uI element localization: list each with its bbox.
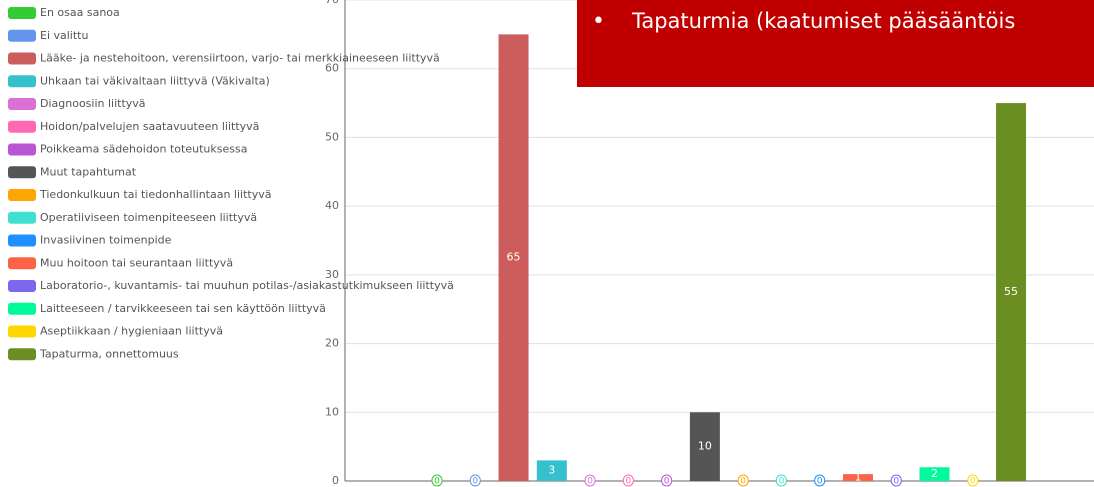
legend-label: Aseptiikkaan / hygieniaan liittyvä bbox=[40, 325, 223, 338]
annotation-text: Tapaturmia (kaatumiset pääsääntöis bbox=[631, 9, 1015, 33]
legend-label: Invasiivinen toimenpide bbox=[40, 234, 172, 247]
y-tick-label: 10 bbox=[325, 405, 339, 418]
legend-swatch bbox=[8, 75, 36, 88]
data-label: 0 bbox=[740, 477, 746, 487]
legend-label: Muut tapahtumat bbox=[40, 165, 137, 178]
legend-label: Poikkeama sädehoidon toteutuksessa bbox=[40, 143, 247, 156]
y-tick-label: 50 bbox=[325, 130, 339, 143]
data-label: 0 bbox=[817, 477, 823, 487]
legend-label: Lääke- ja nestehoitoon, verensiirtoon, v… bbox=[40, 52, 440, 65]
legend-label: Laitteeseen / tarvikkeeseen tai sen käyt… bbox=[40, 302, 326, 315]
legend-swatch bbox=[8, 348, 36, 361]
data-label: 0 bbox=[664, 477, 670, 487]
legend-label: Hoidon/palvelujen saatavuuteen liittyvä bbox=[40, 120, 259, 133]
y-tick-label: 20 bbox=[325, 337, 339, 350]
zero-label-box bbox=[890, 474, 902, 487]
bar bbox=[498, 34, 529, 481]
legend-label: Operatiiviseen toimenpiteeseen liittyvä bbox=[40, 211, 257, 224]
legend-swatch bbox=[8, 7, 36, 19]
legend-swatch bbox=[8, 120, 36, 133]
data-label: 0 bbox=[625, 477, 631, 487]
y-tick-label: 60 bbox=[325, 62, 339, 75]
legend-label: Tapaturma, onnettomuus bbox=[39, 347, 179, 360]
data-label: 55 bbox=[1004, 285, 1018, 298]
legend-swatch bbox=[8, 257, 36, 270]
legend-swatch bbox=[8, 211, 36, 224]
legend-swatch bbox=[8, 302, 36, 315]
data-label: 1 bbox=[854, 471, 861, 484]
legend-swatch bbox=[8, 325, 36, 338]
zero-label-box bbox=[967, 474, 979, 487]
data-label: 0 bbox=[434, 477, 440, 487]
y-tick-label: 70 bbox=[325, 0, 339, 6]
data-label: 0 bbox=[970, 477, 976, 487]
legend-swatch bbox=[8, 52, 36, 65]
zero-label-box bbox=[737, 474, 749, 487]
legend-label: Uhkaan tai väkivaltaan liittyvä (Väkival… bbox=[40, 74, 270, 87]
y-tick-label: 40 bbox=[325, 199, 339, 212]
legend-label: En osaa sanoa bbox=[40, 6, 120, 19]
y-tick-label: 30 bbox=[325, 268, 339, 281]
legend-label: Laboratorio-, kuvantamis- tai muuhun pot… bbox=[40, 279, 454, 292]
legend-swatch bbox=[8, 280, 36, 292]
data-label: 10 bbox=[698, 440, 712, 453]
legend-label: Ei valittu bbox=[40, 29, 88, 42]
data-label: 0 bbox=[472, 477, 478, 487]
legend-label: Diagnoosiin liittyvä bbox=[40, 97, 146, 110]
legend-swatch bbox=[8, 189, 36, 201]
data-label: 3 bbox=[548, 464, 555, 477]
bar bbox=[919, 467, 950, 481]
legend-swatch bbox=[8, 29, 36, 42]
bar bbox=[689, 412, 720, 481]
zero-label-box bbox=[469, 474, 481, 487]
bar bbox=[842, 474, 873, 481]
data-label: 2 bbox=[931, 467, 938, 480]
legend-swatch bbox=[8, 166, 36, 179]
data-label: 65 bbox=[507, 251, 521, 264]
annotation-bullet: • bbox=[592, 9, 605, 34]
legend-label: Tiedonkulkuun tai tiedonhallintaan liitt… bbox=[39, 188, 272, 201]
zero-label-box bbox=[584, 474, 596, 487]
zero-label-box bbox=[775, 474, 787, 487]
zero-label-box bbox=[622, 474, 634, 487]
legend-swatch bbox=[8, 234, 36, 247]
bar bbox=[996, 103, 1027, 482]
bar bbox=[536, 460, 567, 481]
legend-label: Muu hoitoon tai seurantaan liittyvä bbox=[40, 256, 233, 269]
zero-label-box bbox=[661, 474, 673, 487]
y-tick-label: 0 bbox=[332, 474, 339, 487]
legend-swatch bbox=[8, 98, 36, 110]
data-label: 0 bbox=[779, 477, 785, 487]
zero-label-box bbox=[814, 474, 826, 487]
data-label: 0 bbox=[893, 477, 899, 487]
zero-label-box bbox=[431, 474, 443, 487]
data-label: 0 bbox=[587, 477, 593, 487]
annotation-box bbox=[577, 0, 1094, 87]
legend-swatch bbox=[8, 143, 36, 156]
